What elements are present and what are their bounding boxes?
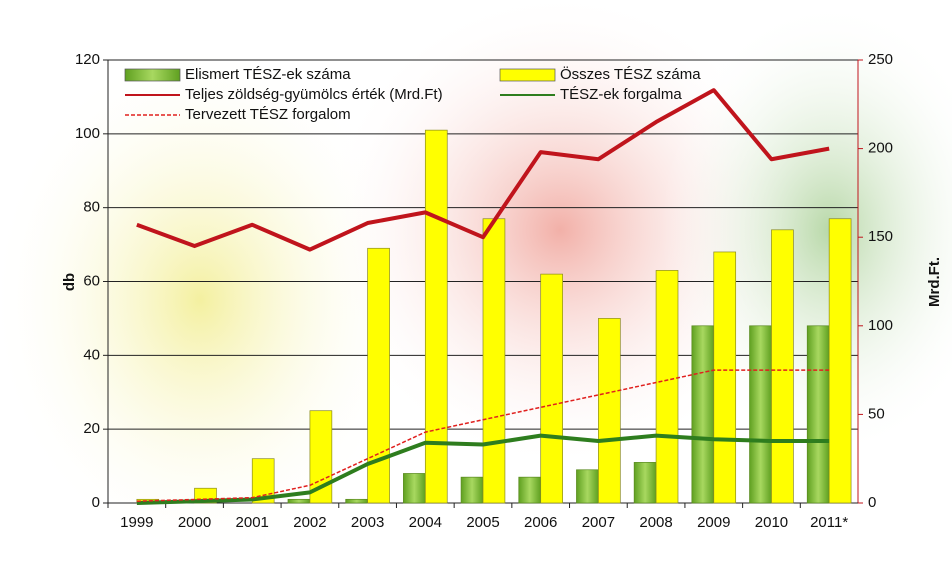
bar — [519, 477, 541, 503]
bar — [656, 270, 678, 503]
y-tick-label: 40 — [83, 346, 100, 363]
y2-axis-title: Mrd.Ft. — [926, 257, 943, 307]
x-tick-label: 1999 — [120, 514, 153, 531]
legend-swatch — [500, 69, 555, 81]
x-tick-label: 2009 — [697, 514, 730, 531]
bar — [346, 499, 368, 503]
bar — [403, 473, 425, 503]
x-tick-label: 2010 — [755, 514, 788, 531]
y2-tick-label: 250 — [868, 51, 893, 68]
x-tick-label: 2000 — [178, 514, 211, 531]
y2-tick-label: 100 — [868, 317, 893, 334]
y2-tick-label: 150 — [868, 228, 893, 245]
bar — [576, 470, 598, 503]
y-tick-label: 60 — [83, 272, 100, 289]
page: 0 20 40 60 80 100 120 0 50 100 150 200 250 1999 2000 20… — [0, 0, 952, 576]
y-tick-label: 80 — [83, 199, 100, 216]
y2-tick-label: 0 — [868, 494, 876, 511]
x-tick-label: 2007 — [582, 514, 615, 531]
y-tick-label: 120 — [75, 51, 100, 68]
x-tick-label: 2001 — [236, 514, 269, 531]
bar — [288, 499, 310, 503]
x-tick-label: 2008 — [639, 514, 672, 531]
bar — [714, 252, 736, 503]
legend-label: Teljes zöldség-gyümölcs érték (Mrd.Ft) — [185, 86, 443, 103]
chart: 0 20 40 60 80 100 120 0 50 100 150 200 250 1999 2000 20… — [0, 0, 952, 576]
bar — [750, 326, 772, 503]
y-tick-label: 100 — [75, 125, 100, 142]
x-tick-label: 2002 — [293, 514, 326, 531]
bar — [598, 318, 620, 503]
bar — [541, 274, 563, 503]
legend-label: Elismert TÉSZ-ek száma — [185, 66, 351, 83]
bar — [634, 462, 656, 503]
y2-tick-label: 200 — [868, 140, 893, 157]
y-tick-label: 0 — [92, 494, 100, 511]
bar — [829, 219, 851, 503]
bar — [807, 326, 829, 503]
legend-label: Tervezett TÉSZ forgalom — [185, 106, 351, 123]
x-tick-label: 2006 — [524, 514, 557, 531]
x-tick-label: 2003 — [351, 514, 384, 531]
legend-swatch — [125, 69, 180, 81]
y-tick-label: 20 — [83, 420, 100, 437]
legend-label: TÉSZ-ek forgalma — [560, 86, 682, 103]
y-axis-title: db — [61, 273, 78, 291]
bar — [771, 230, 793, 503]
x-tick-label: 2011* — [810, 514, 848, 531]
y2-tick-label: 50 — [868, 405, 885, 422]
bar — [461, 477, 483, 503]
x-tick-label: 2004 — [409, 514, 442, 531]
bar — [692, 326, 714, 503]
legend-label: Összes TÉSZ száma — [560, 65, 701, 83]
x-tick-label: 2005 — [466, 514, 499, 531]
bar — [425, 130, 447, 503]
bar — [483, 219, 505, 503]
